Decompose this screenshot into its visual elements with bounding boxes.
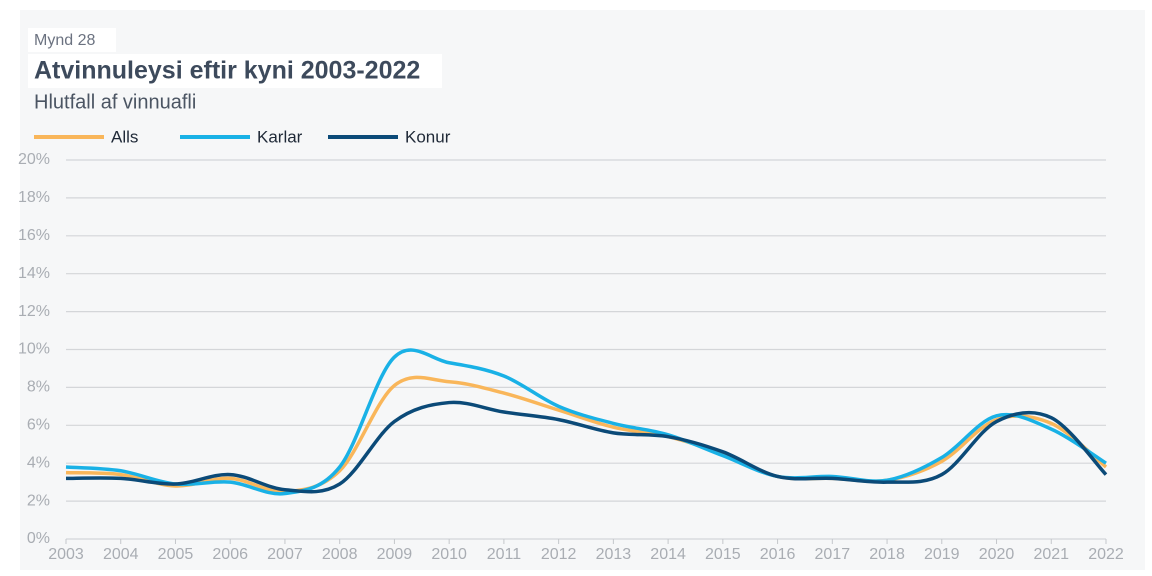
x-tick-label: 2004 [103,546,139,563]
x-tick-label: 2006 [212,546,248,563]
y-tick-label: 20% [18,151,50,168]
y-tick-label: 16% [18,227,50,244]
legend-label: Karlar [257,127,303,146]
y-tick-label: 14% [18,265,50,282]
x-tick-label: 2020 [979,546,1015,563]
title-background [28,54,442,88]
y-tick-label: 12% [18,303,50,320]
x-tick-label: 2014 [650,546,686,563]
chart-subtitle: Hlutfall af vinnuafli [34,91,196,113]
figure-label: Mynd 28 [34,32,95,49]
x-tick-label: 2013 [596,546,632,563]
y-tick-label: 2% [27,492,50,509]
legend-label: Alls [111,127,138,146]
x-tick-label: 2019 [924,546,960,563]
line [65,400,1108,494]
chart-title: Atvinnuleysi eftir kyni 2003-2022 [34,57,420,85]
y-tick-label: 10% [18,341,50,358]
x-tick-label: 2007 [267,546,303,563]
x-tick-label: 2009 [377,546,413,563]
y-tick-label: 6% [27,417,50,434]
y-tick-label: 18% [18,189,50,206]
y-tick-label: 8% [27,379,50,396]
x-tick-label: 2003 [48,546,84,563]
line [65,375,1108,494]
x-tick-label: 2005 [158,546,194,563]
x-tick-label: 2021 [1033,546,1069,563]
x-tick-label: 2008 [322,546,358,563]
x-tick-label: 2022 [1088,546,1124,563]
label-background [28,28,116,52]
legend-label: Konur [405,127,451,146]
y-tick-label: 0% [27,530,50,547]
x-tick-label: 2018 [869,546,905,563]
x-tick-label: 2017 [815,546,851,563]
x-tick-label: 2015 [705,546,741,563]
line [65,348,1107,496]
x-tick-label: 2010 [431,546,467,563]
x-tick-label: 2012 [541,546,577,563]
x-tick-label: 2011 [487,546,522,563]
y-tick-label: 4% [27,454,50,471]
x-tick-label: 2016 [760,546,796,563]
